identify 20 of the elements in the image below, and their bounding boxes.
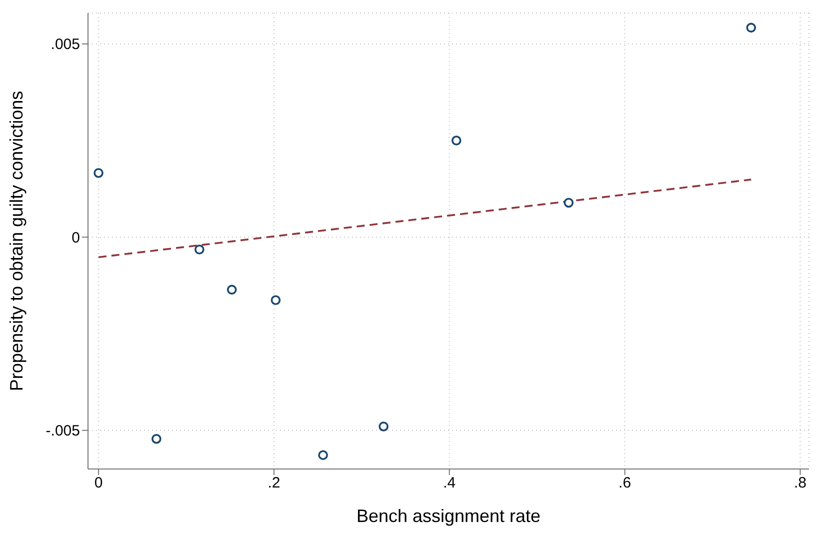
y-tick-label: 0: [72, 229, 80, 246]
y-tick-label: -.005: [46, 422, 80, 440]
x-tick-label: .4: [443, 474, 456, 492]
point: [451, 136, 462, 146]
point: [270, 295, 281, 306]
point: [94, 168, 104, 178]
x-tick-label: .6: [618, 474, 632, 492]
x-axis-title: Bench assignment rate: [356, 506, 541, 526]
point: [152, 434, 162, 444]
point: [746, 22, 756, 33]
x-tick-label: .2: [268, 474, 280, 492]
point: [226, 284, 237, 295]
point: [378, 422, 388, 432]
point: [318, 450, 328, 460]
x-tick-label: .8: [794, 474, 806, 492]
point: [194, 244, 204, 254]
y-axis-title: Propensity to obtain guilty convictions: [6, 90, 26, 392]
y-tick-label: .005: [50, 36, 80, 54]
x-tick-label: 0: [94, 474, 103, 492]
point: [564, 198, 574, 208]
